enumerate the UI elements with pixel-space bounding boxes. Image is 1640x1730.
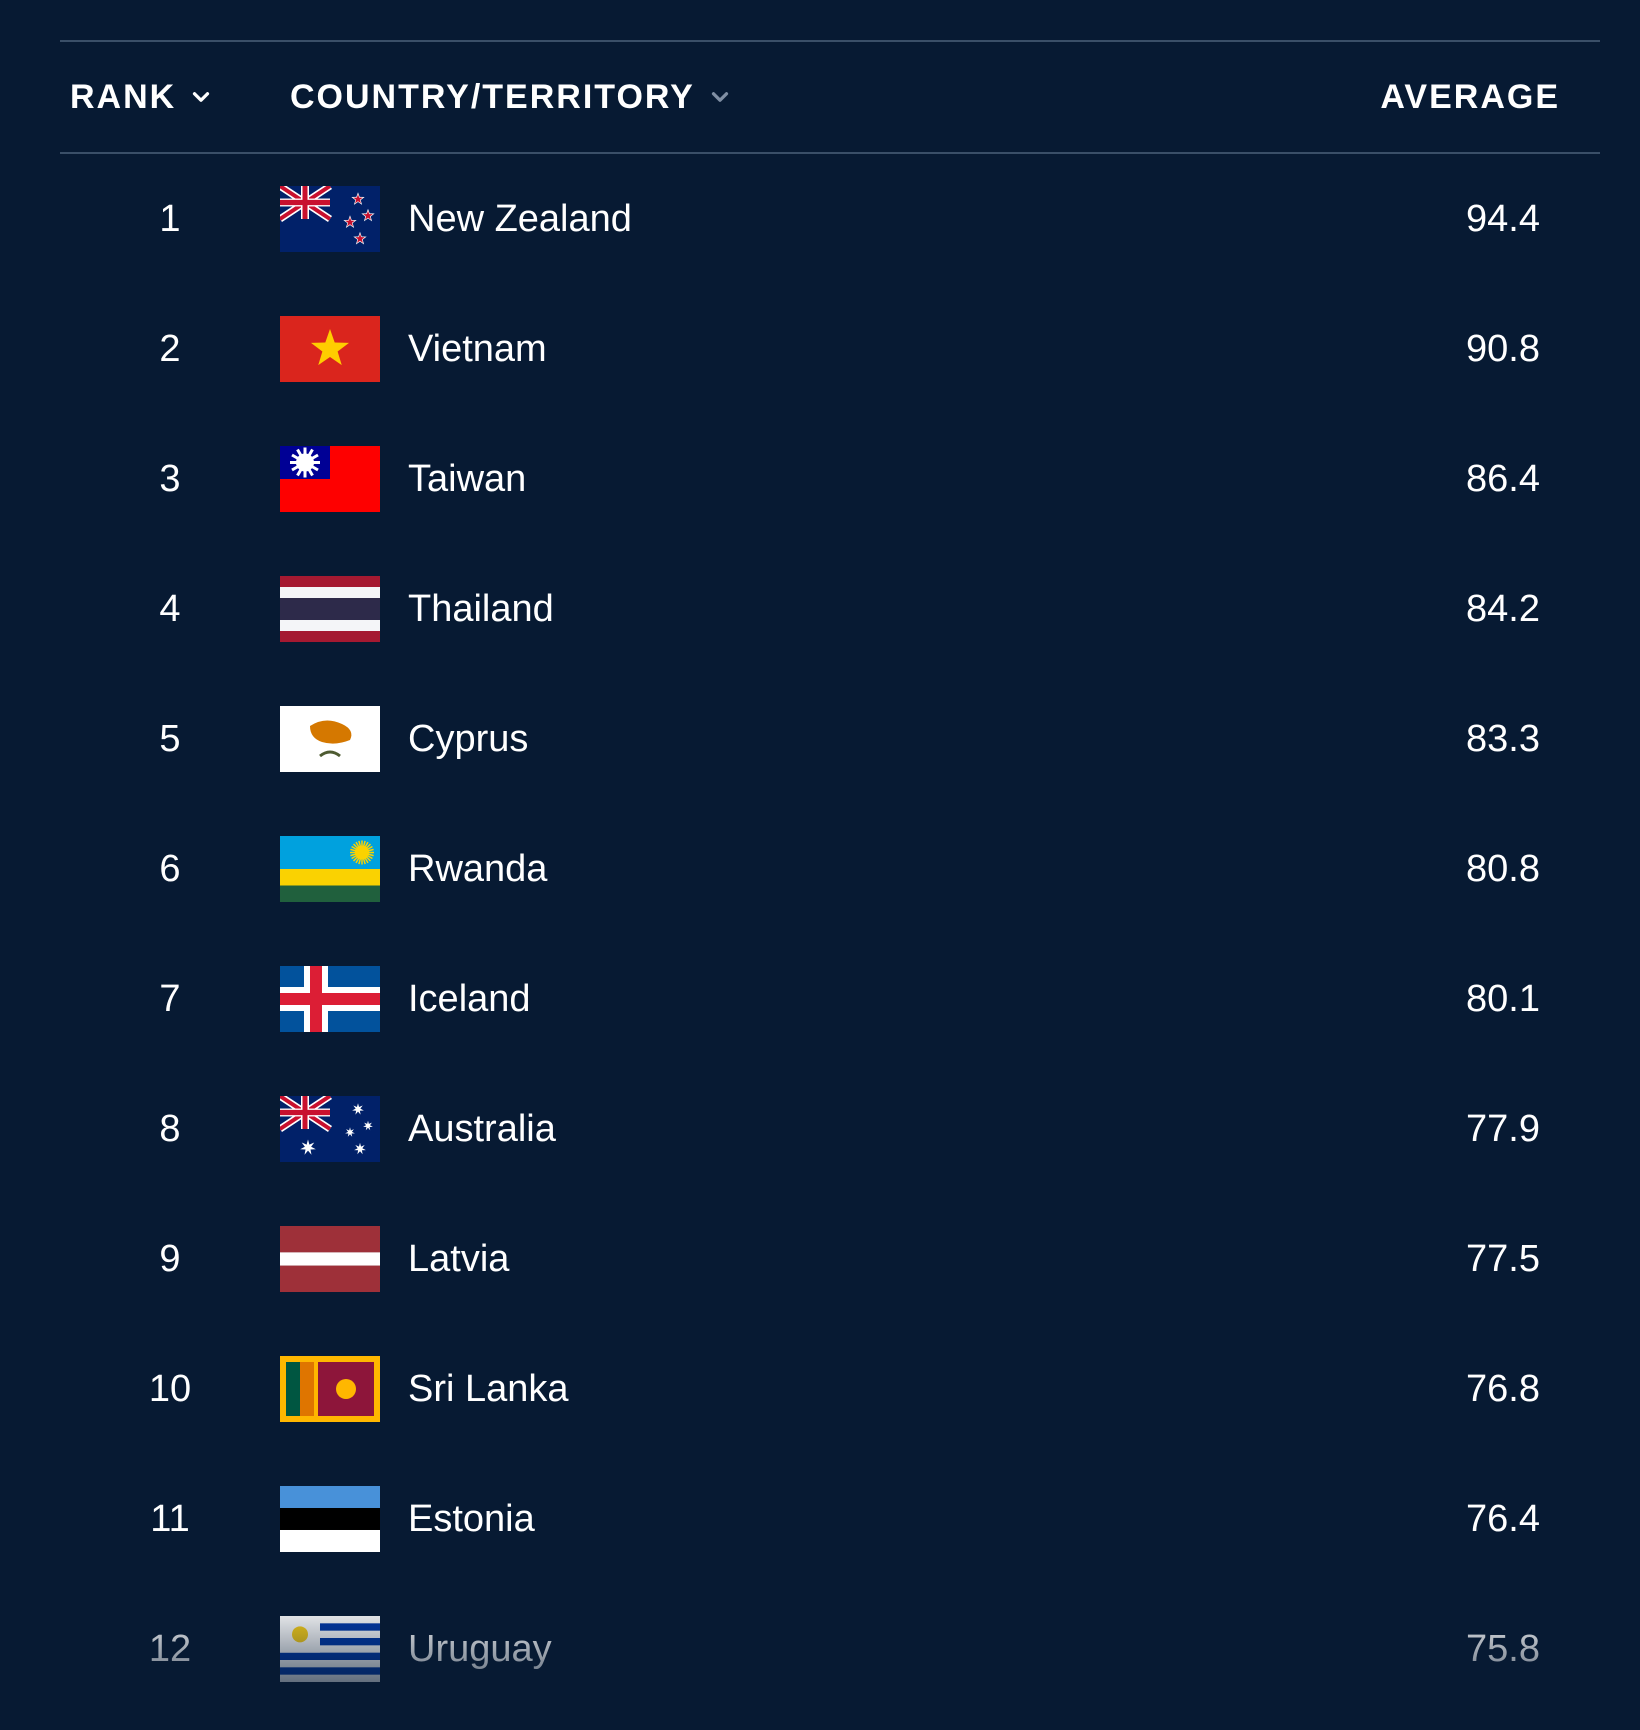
table-row[interactable]: 8 Australia 77.9 [60, 1064, 1580, 1194]
country-name: Australia [408, 1108, 556, 1151]
header-country[interactable]: COUNTRY/TERRITORY [290, 78, 1300, 117]
table-row[interactable]: 5 Cyprus 83.3 [60, 674, 1580, 804]
average-cell: 86.4 [1280, 458, 1580, 501]
flag-icon [280, 1486, 380, 1552]
country-name: Estonia [408, 1498, 535, 1541]
average-cell: 90.8 [1280, 328, 1580, 371]
country-cell: Uruguay [280, 1616, 1280, 1682]
flag-icon [280, 316, 380, 382]
country-cell: Australia [280, 1096, 1280, 1162]
rank-cell: 10 [60, 1368, 280, 1411]
average-cell: 75.8 [1280, 1628, 1580, 1671]
flag-icon [280, 1226, 380, 1292]
country-cell: Estonia [280, 1486, 1280, 1552]
average-cell: 77.5 [1280, 1238, 1580, 1281]
header-average-label: AVERAGE [1380, 78, 1560, 116]
flag-icon [280, 186, 380, 252]
rank-cell: 7 [60, 978, 280, 1021]
country-name: Latvia [408, 1238, 509, 1281]
average-cell: 83.3 [1280, 718, 1580, 761]
country-cell: Latvia [280, 1226, 1280, 1292]
country-name: Thailand [408, 588, 554, 631]
table-row[interactable]: 2 Vietnam 90.8 [60, 284, 1580, 414]
average-cell: 80.8 [1280, 848, 1580, 891]
country-cell: Iceland [280, 966, 1280, 1032]
flag-icon [280, 706, 380, 772]
table-body[interactable]: 1 New Zealand 94.4 2 Vietnam 90.8 3 Taiw… [60, 154, 1600, 1730]
rank-cell: 11 [60, 1498, 280, 1541]
country-name: Uruguay [408, 1628, 552, 1671]
header-country-label: COUNTRY/TERRITORY [290, 78, 695, 117]
flag-icon [280, 1616, 380, 1682]
country-cell: Vietnam [280, 316, 1280, 382]
country-name: Vietnam [408, 328, 547, 371]
country-name: Taiwan [408, 458, 526, 501]
table-row[interactable]: 9 Latvia 77.5 [60, 1194, 1580, 1324]
country-name: Cyprus [408, 718, 528, 761]
flag-icon [280, 1356, 380, 1422]
country-name: Rwanda [408, 848, 547, 891]
rank-cell: 1 [60, 198, 280, 241]
ranking-table: RANK COUNTRY/TERRITORY AVERAGE 1 New Zea… [0, 0, 1640, 1730]
country-name: Sri Lanka [408, 1368, 569, 1411]
rank-cell: 5 [60, 718, 280, 761]
flag-icon [280, 446, 380, 512]
rank-cell: 8 [60, 1108, 280, 1151]
average-cell: 77.9 [1280, 1108, 1580, 1151]
country-cell: New Zealand [280, 186, 1280, 252]
average-cell: 84.2 [1280, 588, 1580, 631]
header-average[interactable]: AVERAGE [1300, 78, 1600, 117]
table-header: RANK COUNTRY/TERRITORY AVERAGE [60, 40, 1600, 154]
table-row[interactable]: 12 Uruguay 75.8 [60, 1584, 1580, 1714]
flag-icon [280, 836, 380, 902]
rank-cell: 3 [60, 458, 280, 501]
country-cell: Rwanda [280, 836, 1280, 902]
table-row[interactable]: 10 Sri Lanka 76.8 [60, 1324, 1580, 1454]
country-cell: Taiwan [280, 446, 1280, 512]
country-cell: Sri Lanka [280, 1356, 1280, 1422]
rank-cell: 4 [60, 588, 280, 631]
table-row[interactable]: 11 Estonia 76.4 [60, 1454, 1580, 1584]
rank-cell: 6 [60, 848, 280, 891]
average-cell: 76.8 [1280, 1368, 1580, 1411]
table-body-viewport: 1 New Zealand 94.4 2 Vietnam 90.8 3 Taiw… [60, 154, 1600, 1730]
table-row[interactable]: 6 Rwanda 80.8 [60, 804, 1580, 934]
header-rank[interactable]: RANK [60, 78, 290, 117]
flag-icon [280, 966, 380, 1032]
country-name: New Zealand [408, 198, 632, 241]
table-row[interactable]: 4 Thailand 84.2 [60, 544, 1580, 674]
table-row[interactable]: 3 Taiwan 86.4 [60, 414, 1580, 544]
chevron-down-icon [188, 84, 214, 110]
rank-cell: 2 [60, 328, 280, 371]
table-row[interactable]: 1 New Zealand 94.4 [60, 154, 1580, 284]
table-row[interactable]: 7 Iceland 80.1 [60, 934, 1580, 1064]
header-rank-label: RANK [70, 78, 176, 117]
country-cell: Cyprus [280, 706, 1280, 772]
chevron-down-icon [707, 84, 733, 110]
flag-icon [280, 576, 380, 642]
average-cell: 76.4 [1280, 1498, 1580, 1541]
country-cell: Thailand [280, 576, 1280, 642]
country-name: Iceland [408, 978, 531, 1021]
rank-cell: 12 [60, 1628, 280, 1671]
average-cell: 80.1 [1280, 978, 1580, 1021]
rank-cell: 9 [60, 1238, 280, 1281]
flag-icon [280, 1096, 380, 1162]
average-cell: 94.4 [1280, 198, 1580, 241]
